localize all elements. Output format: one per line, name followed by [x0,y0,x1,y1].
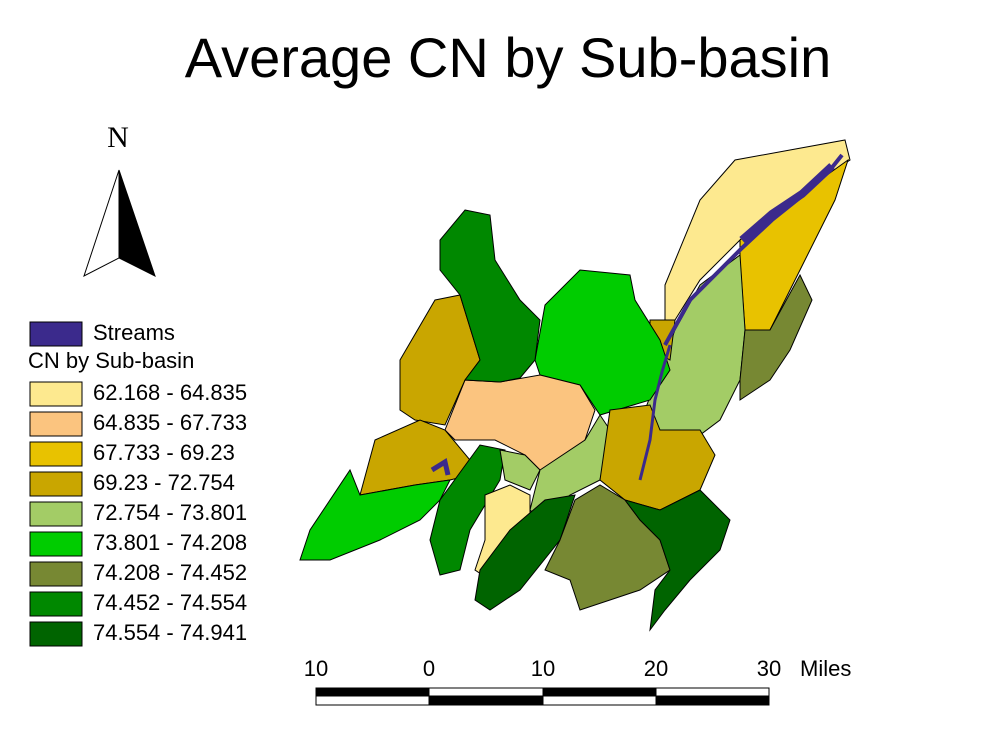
scale-label: 10 [531,656,555,681]
legend: Streams CN by Sub-basin 62.168 - 64.835 6… [28,320,247,647]
legend-swatch [29,321,83,347]
map-title: Average CN by Sub-basin [185,26,831,89]
legend-swatch [29,621,83,647]
scale-label: 30 [757,656,781,681]
scale-label: 20 [644,656,668,681]
sub-basin [599,404,716,511]
legend-swatch [29,561,83,587]
sub-basin [623,489,731,632]
sub-basin [299,468,451,561]
legend-label: 73.801 - 74.208 [93,530,247,555]
scale-segment [428,687,544,697]
sub-basin [739,273,813,401]
scale-unit: Miles [800,656,851,681]
stream [739,163,835,244]
scale-label: 0 [423,656,435,681]
legend-heading: CN by Sub-basin [28,348,194,373]
legend-swatch [29,441,83,467]
legend-label: 74.554 - 74.941 [93,620,247,645]
scale-segment [542,695,657,706]
scale-segment [656,696,769,705]
sub-basin [474,494,576,611]
scale-bar: Miles 10 0 10 20 30 [304,656,851,706]
sub-basin [429,444,506,576]
legend-label: 64.835 - 67.733 [93,410,247,435]
sub-basin [439,209,541,383]
legend-label: 67.733 - 69.23 [93,440,235,465]
sub-basin [499,449,541,491]
legend-swatch [29,501,83,527]
scale-frame [315,687,770,706]
legend-label: 74.452 - 74.554 [93,590,247,615]
north-arrow-right [118,169,156,277]
stream [430,458,451,476]
stream [638,344,672,481]
legend-swatch [29,411,83,437]
legend-label: 72.754 - 73.801 [93,500,247,525]
legend-swatch [29,591,83,617]
legend-label: 74.208 - 74.452 [93,560,247,585]
scale-segment [429,696,543,705]
legend-swatch [29,531,83,557]
scale-segment [543,688,656,696]
scale-segment [315,695,430,706]
map [299,139,851,632]
scale-segment [655,687,770,697]
scale-segment [316,688,429,696]
legend-label: 62.168 - 64.835 [93,380,247,405]
scale-label: 10 [304,656,328,681]
legend-swatch [29,471,83,497]
legend-label: 69.23 - 72.754 [93,470,235,495]
legend-swatch [29,381,83,407]
legend-label: Streams [93,320,175,345]
north-label: N [107,121,129,154]
